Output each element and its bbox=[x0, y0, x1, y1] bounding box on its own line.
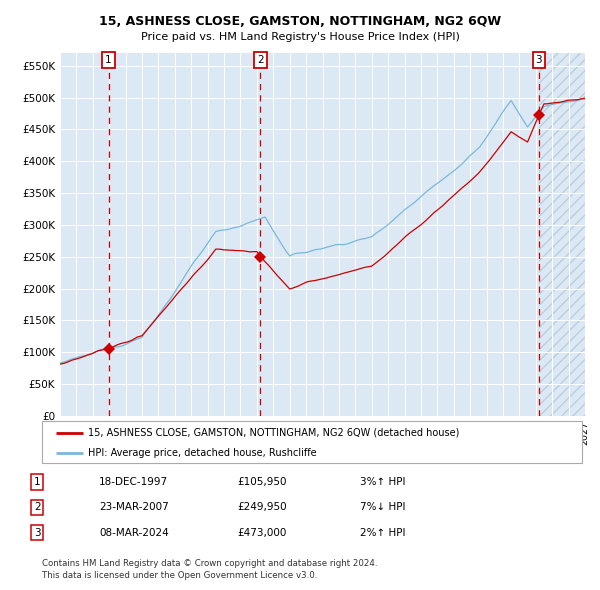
Bar bbox=[539, 53, 585, 416]
Text: 1: 1 bbox=[105, 55, 112, 65]
Text: 23-MAR-2007: 23-MAR-2007 bbox=[99, 503, 169, 512]
Text: £105,950: £105,950 bbox=[237, 477, 287, 487]
FancyBboxPatch shape bbox=[42, 421, 582, 463]
Text: 1: 1 bbox=[34, 477, 41, 487]
Text: This data is licensed under the Open Government Licence v3.0.: This data is licensed under the Open Gov… bbox=[42, 571, 317, 579]
Text: 2%↑ HPI: 2%↑ HPI bbox=[360, 528, 406, 537]
Text: £473,000: £473,000 bbox=[237, 528, 286, 537]
Text: 2: 2 bbox=[34, 503, 41, 512]
Text: HPI: Average price, detached house, Rushcliffe: HPI: Average price, detached house, Rush… bbox=[88, 448, 317, 457]
Text: 2: 2 bbox=[257, 55, 264, 65]
Text: Contains HM Land Registry data © Crown copyright and database right 2024.: Contains HM Land Registry data © Crown c… bbox=[42, 559, 377, 568]
Text: Price paid vs. HM Land Registry's House Price Index (HPI): Price paid vs. HM Land Registry's House … bbox=[140, 32, 460, 42]
Text: £249,950: £249,950 bbox=[237, 503, 287, 512]
Text: 08-MAR-2024: 08-MAR-2024 bbox=[99, 528, 169, 537]
Text: 3%↑ HPI: 3%↑ HPI bbox=[360, 477, 406, 487]
Bar bbox=[539, 53, 585, 416]
Text: 18-DEC-1997: 18-DEC-1997 bbox=[99, 477, 168, 487]
Text: 15, ASHNESS CLOSE, GAMSTON, NOTTINGHAM, NG2 6QW (detached house): 15, ASHNESS CLOSE, GAMSTON, NOTTINGHAM, … bbox=[88, 428, 459, 438]
Text: 3: 3 bbox=[34, 528, 41, 537]
Text: 3: 3 bbox=[536, 55, 542, 65]
Text: 7%↓ HPI: 7%↓ HPI bbox=[360, 503, 406, 512]
Text: 15, ASHNESS CLOSE, GAMSTON, NOTTINGHAM, NG2 6QW: 15, ASHNESS CLOSE, GAMSTON, NOTTINGHAM, … bbox=[99, 15, 501, 28]
